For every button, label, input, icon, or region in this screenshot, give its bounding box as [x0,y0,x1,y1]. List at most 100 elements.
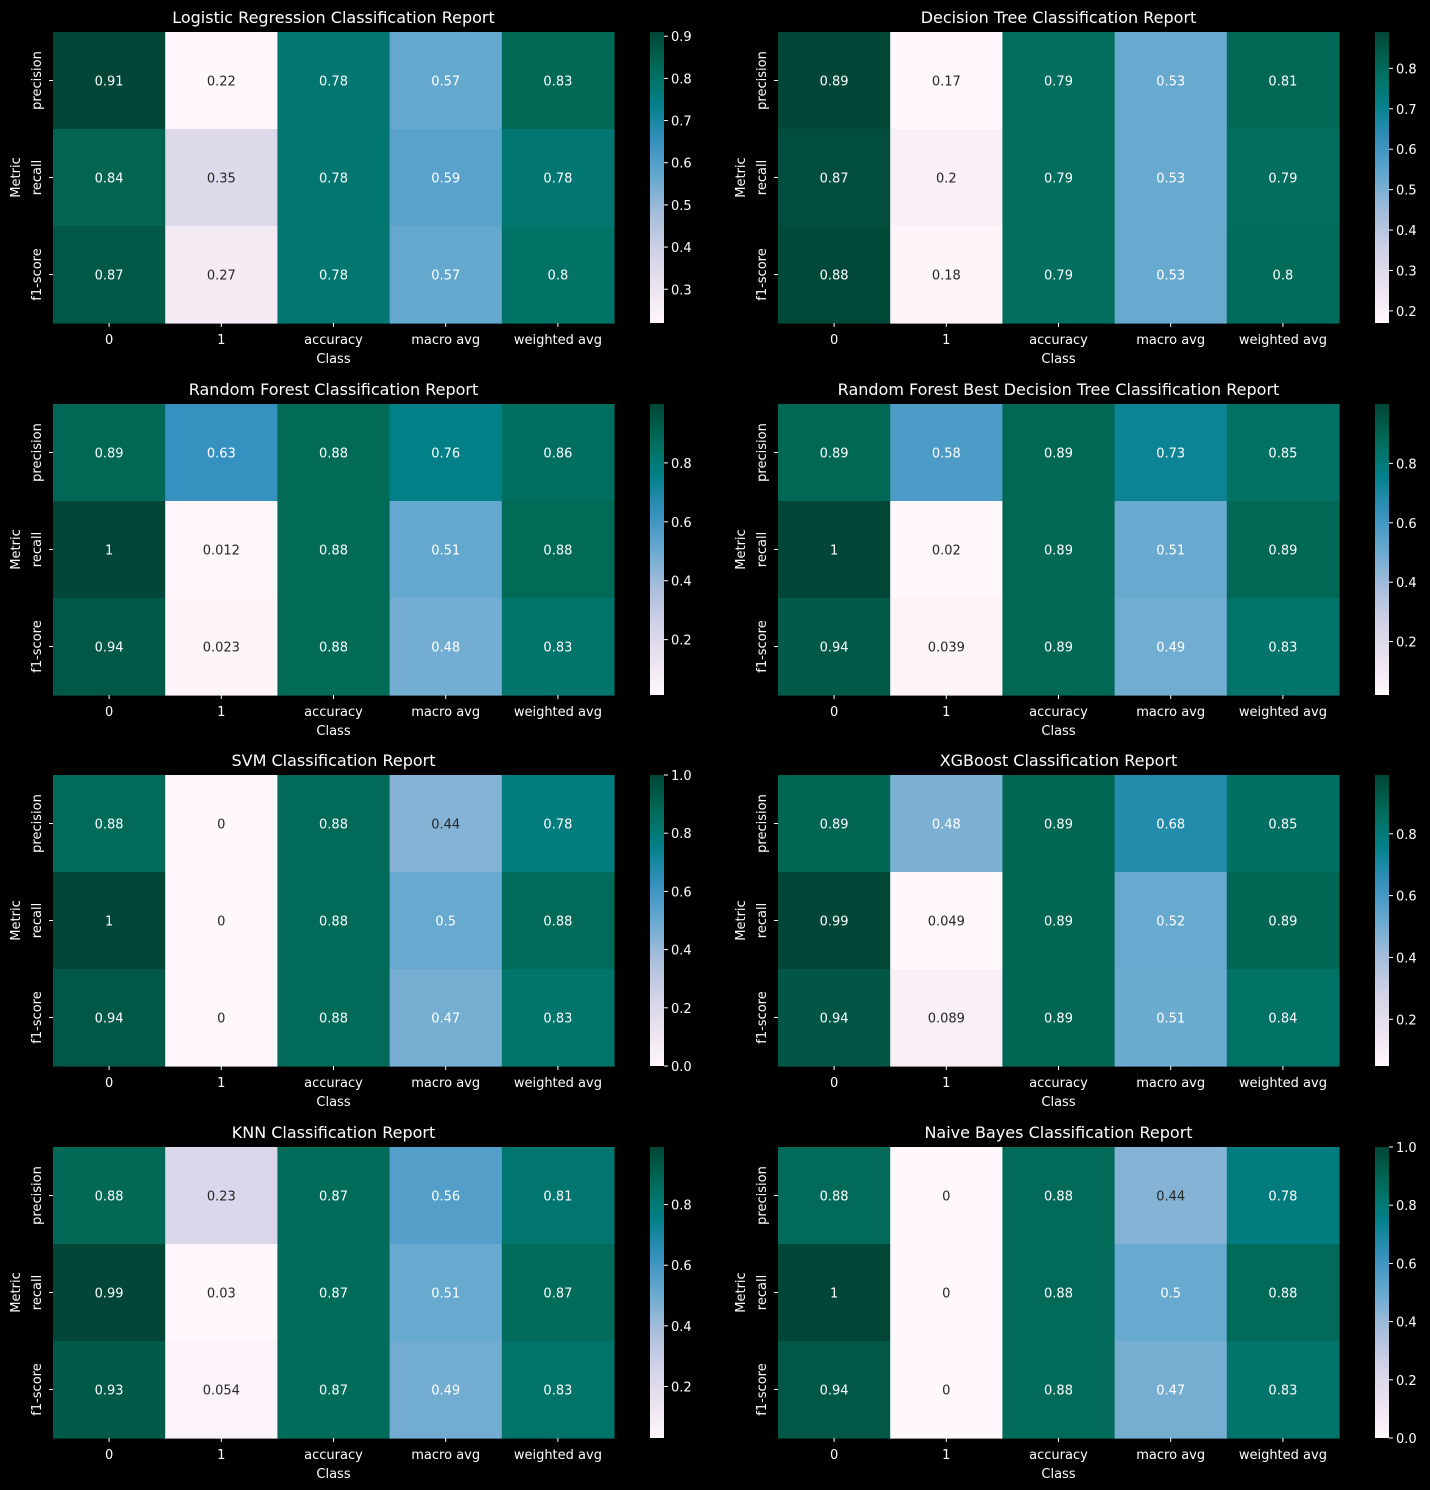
cell-value-label: 0.53 [1156,269,1185,284]
y-tick-label: precision [755,423,770,482]
heatmap-cell [165,872,278,970]
colorbar-tick-label: 0.2 [1396,305,1417,320]
cell-value-label: 0.83 [543,641,572,656]
colorbar-tick-label: 0.5 [671,199,692,214]
cell-value-label: 0.48 [932,818,961,833]
cell-value-label: 0.49 [1156,641,1185,656]
heatmap-cell [389,1147,503,1245]
heatmap-cell [1114,129,1228,227]
cell-value-label: 1 [830,1287,838,1302]
heatmap-cell [1226,404,1340,502]
x-tick-label: accuracy [304,705,363,720]
y-tick-label: recall [755,532,770,567]
heatmap-cell [1114,32,1228,130]
cell-value-label: 0.03 [207,1287,236,1302]
colorbar-tick-label: 0.4 [671,944,692,959]
cell-value-label: 0.88 [1044,1190,1073,1205]
heatmap-cell [277,598,391,696]
chart-title: Random Forest Classification Report [189,380,479,399]
cell-value-label: 0.49 [431,1384,460,1399]
heatmap-cell [1114,501,1228,599]
cell-value-label: 0.87 [820,172,849,187]
x-tick-label: macro avg [1136,1076,1205,1091]
cell-value-label: 0.8 [548,269,569,284]
heatmap-cell [389,129,503,227]
heatmap-cell [890,969,1003,1067]
colorbar-tick-label: 0.8 [671,1199,692,1214]
heatmap-cell [890,226,1003,324]
heatmap-cell [389,226,503,324]
cell-value-label: 0 [217,915,225,930]
heatmap-cell [501,404,615,502]
cell-value-label: 0.87 [319,1384,348,1399]
colorbar [650,775,664,1066]
cell-value-label: 0.48 [431,641,460,656]
cell-value-label: 0.054 [203,1384,240,1399]
heatmap-cell [1226,1147,1340,1245]
heatmap-cell [1114,404,1228,502]
cell-value-label: 0.88 [95,1190,124,1205]
heatmap-cell [501,226,615,324]
heatmap-cell [277,872,391,970]
heatmap-cell [1226,32,1340,130]
x-tick-label: weighted avg [514,1076,602,1091]
x-tick-label: 0 [830,1076,838,1091]
colorbar-tick-label: 0.8 [1396,828,1417,843]
heatmap-cell [1226,872,1340,970]
cell-value-label: 0.94 [95,641,124,656]
heatmap-cell [890,598,1003,696]
cell-value-label: 0.27 [207,269,236,284]
y-tick-label: f1-score [755,991,770,1043]
cell-value-label: 0.51 [1156,544,1185,559]
colorbar-tick-label: 0.3 [671,283,692,298]
cell-value-label: 0.17 [932,75,961,90]
cell-value-label: 0.023 [203,641,240,656]
cell-value-label: 0.88 [820,1190,849,1205]
cell-value-label: 0.88 [1268,1287,1297,1302]
cell-value-label: 0.83 [1268,641,1297,656]
cell-value-label: 0.78 [1268,1190,1297,1205]
heatmap-cell [53,501,166,599]
heatmap-cell [165,1244,278,1342]
cell-value-label: 0.89 [1044,915,1073,930]
cell-value-label: 0.58 [932,447,961,462]
x-axis-label: Class [316,1467,350,1482]
heatmap-panel: SVM Classification Report 0.88 0 0.88 0.44 0.… [9,751,692,1110]
heatmap-cell [53,1244,166,1342]
y-tick-label: f1-score [755,1363,770,1415]
cell-value-label: 0.88 [319,544,348,559]
y-tick-label: precision [30,423,45,482]
heatmap-cell [389,872,503,970]
cell-value-label: 0.88 [319,447,348,462]
x-tick-label: 1 [217,1448,225,1463]
cell-value-label: 0.73 [1156,447,1185,462]
cell-value-label: 0.44 [431,818,460,833]
x-tick-label: 0 [105,1076,113,1091]
cell-value-label: 0.02 [932,544,961,559]
heatmap-cell [165,1341,278,1439]
heatmap-cell [1114,872,1228,970]
y-tick-label: recall [30,532,45,567]
heatmap-cell [53,32,166,130]
colorbar-tick-label: 0.4 [1396,1316,1417,1331]
cell-value-label: 0.76 [431,447,460,462]
heatmap-cell [277,775,391,873]
colorbar-tick-label: 0.8 [671,457,692,472]
heatmap-panel: XGBoost Classification Report 0.89 0.48 0.8… [734,751,1417,1110]
chart-title: KNN Classification Report [232,1123,436,1142]
x-axis-label: Class [1041,724,1075,739]
colorbar-tick-label: 0.6 [1396,143,1417,158]
cell-value-label: 0.87 [319,1190,348,1205]
x-tick-label: accuracy [1029,1076,1088,1091]
cell-value-label: 0.53 [1156,75,1185,90]
heatmap-cell [501,1147,615,1245]
heatmap-cell [501,1341,615,1439]
x-tick-label: macro avg [1136,1448,1205,1463]
cell-value-label: 1 [830,544,838,559]
cell-value-label: 0.88 [543,544,572,559]
heatmap-cell [1226,775,1340,873]
colorbar-tick-label: 0.4 [1396,576,1417,591]
heatmap-cell [778,129,891,227]
heatmap-panel: Decision Tree Classification Report 0.89 0… [734,8,1417,367]
x-tick-label: 1 [942,333,950,348]
